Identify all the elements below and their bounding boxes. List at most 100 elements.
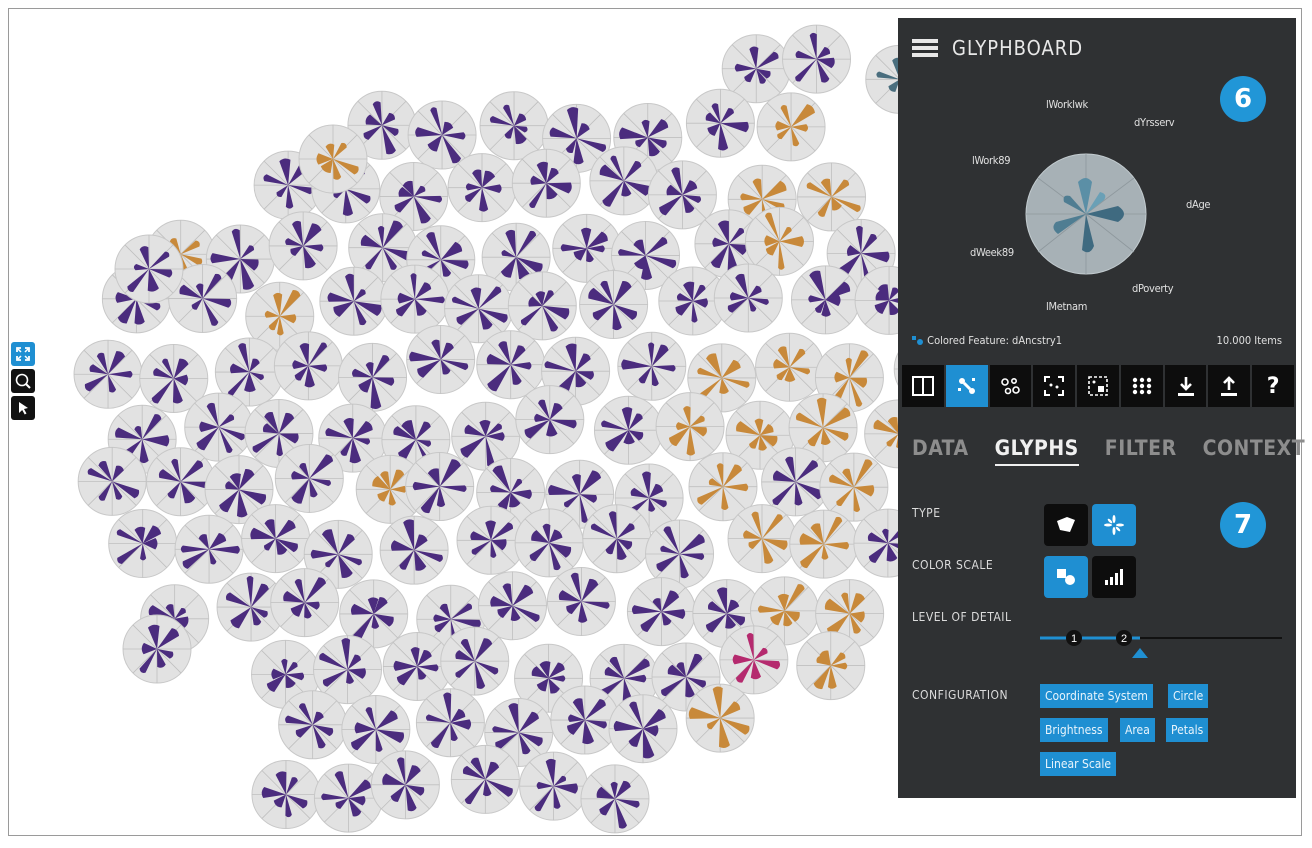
glyph[interactable] <box>456 505 526 575</box>
glyph[interactable] <box>552 213 622 283</box>
selection-box-button[interactable] <box>1077 365 1119 407</box>
glyph[interactable] <box>589 146 659 216</box>
glyph[interactable] <box>694 209 764 279</box>
config-petals[interactable]: Petals <box>1166 718 1209 742</box>
glyph[interactable] <box>611 220 681 290</box>
glyph[interactable] <box>655 392 725 462</box>
glyph[interactable] <box>319 266 389 336</box>
select-tool[interactable] <box>11 396 35 420</box>
glyph[interactable] <box>755 332 825 402</box>
glyph[interactable] <box>550 685 620 755</box>
glyph[interactable] <box>298 124 368 194</box>
glyph[interactable] <box>379 515 449 585</box>
level-of-detail-slider[interactable]: 1 2 <box>1040 624 1286 660</box>
glyph[interactable] <box>313 635 383 705</box>
color-scale-sequential-button[interactable] <box>1092 556 1136 598</box>
upload-button[interactable] <box>1208 365 1251 407</box>
glyph[interactable] <box>579 270 649 340</box>
glyph[interactable] <box>339 579 409 649</box>
glyph[interactable] <box>719 625 789 695</box>
glyph-link-button[interactable] <box>945 365 988 407</box>
config-coordinate-system[interactable]: Coordinate System <box>1040 684 1153 708</box>
glyph[interactable] <box>788 393 858 463</box>
glyph[interactable] <box>450 744 520 814</box>
glyph[interactable] <box>146 447 216 517</box>
glyph[interactable] <box>626 577 696 647</box>
glyph[interactable] <box>608 694 678 764</box>
glyph[interactable] <box>687 343 757 413</box>
glyph[interactable] <box>407 100 477 170</box>
glyph[interactable] <box>797 162 867 232</box>
hamburger-icon[interactable] <box>912 38 938 58</box>
config-area[interactable]: Area <box>1120 718 1155 742</box>
glyph[interactable] <box>713 263 783 333</box>
glyph[interactable] <box>782 24 852 94</box>
help-button[interactable]: ? <box>1252 365 1295 407</box>
tab-context[interactable]: CONTEXT <box>1202 436 1306 460</box>
glyph[interactable] <box>685 88 755 158</box>
glyph[interactable] <box>744 206 814 276</box>
glyph[interactable] <box>479 91 549 161</box>
grid-layout-button[interactable] <box>1120 365 1163 407</box>
glyph[interactable] <box>515 385 585 455</box>
glyph[interactable] <box>348 213 418 283</box>
glyph[interactable] <box>214 337 284 407</box>
glyph[interactable] <box>139 343 209 413</box>
glyph[interactable] <box>519 751 589 821</box>
glyph[interactable] <box>406 325 476 395</box>
glyph[interactable] <box>761 447 831 517</box>
glyph[interactable] <box>184 392 254 462</box>
fit-screen-button[interactable] <box>1033 365 1076 407</box>
glyph[interactable] <box>756 92 826 162</box>
glyph[interactable] <box>415 688 485 758</box>
glyph[interactable] <box>174 514 244 584</box>
glyph-type-flower-button[interactable] <box>1092 504 1136 546</box>
glyph[interactable] <box>444 274 514 344</box>
download-button[interactable] <box>1164 365 1207 407</box>
color-scale-categorical-button[interactable] <box>1044 556 1088 598</box>
glyph[interactable] <box>114 234 184 304</box>
glyph[interactable] <box>241 504 311 574</box>
glyph[interactable] <box>582 504 652 574</box>
glyph[interactable] <box>514 508 584 578</box>
glyph[interactable] <box>379 161 449 231</box>
glyph[interactable] <box>303 519 373 589</box>
glyph-scatter[interactable] <box>9 9 1302 836</box>
glyph[interactable] <box>73 339 143 409</box>
glyph[interactable] <box>815 579 885 649</box>
glyph[interactable] <box>108 509 178 579</box>
glyph[interactable] <box>380 264 450 334</box>
glyph[interactable] <box>580 764 650 834</box>
glyph[interactable] <box>274 443 344 513</box>
glyph[interactable] <box>318 403 388 473</box>
config-circle[interactable]: Circle <box>1168 684 1209 708</box>
glyph[interactable] <box>122 614 192 684</box>
glyph[interactable] <box>278 690 348 760</box>
split-view-button[interactable] <box>902 365 944 407</box>
glyph[interactable] <box>790 265 860 335</box>
glyph[interactable] <box>727 504 797 574</box>
glyph[interactable] <box>355 454 425 524</box>
glyph[interactable] <box>647 160 717 230</box>
glyph[interactable] <box>617 331 687 401</box>
glyph[interactable] <box>546 567 616 637</box>
glyph[interactable] <box>658 266 728 336</box>
glyph[interactable] <box>750 576 820 646</box>
glyph[interactable] <box>685 683 755 753</box>
config-linear-scale[interactable]: Linear Scale <box>1040 752 1117 776</box>
glyph[interactable] <box>447 153 517 223</box>
glyph[interactable] <box>507 271 577 341</box>
glyph[interactable] <box>338 342 408 412</box>
glyph[interactable] <box>313 763 383 833</box>
expand-tool[interactable] <box>11 342 35 366</box>
glyph-type-polygon-button[interactable] <box>1044 504 1088 546</box>
glyph[interactable] <box>270 568 340 638</box>
glyph[interactable] <box>789 509 859 579</box>
glyph[interactable] <box>593 395 663 465</box>
glyph[interactable] <box>341 694 411 764</box>
glyph[interactable] <box>216 572 286 642</box>
glyph[interactable] <box>268 211 338 281</box>
glyph[interactable] <box>251 760 321 830</box>
glyph[interactable] <box>688 452 758 522</box>
glyph[interactable] <box>511 148 581 218</box>
